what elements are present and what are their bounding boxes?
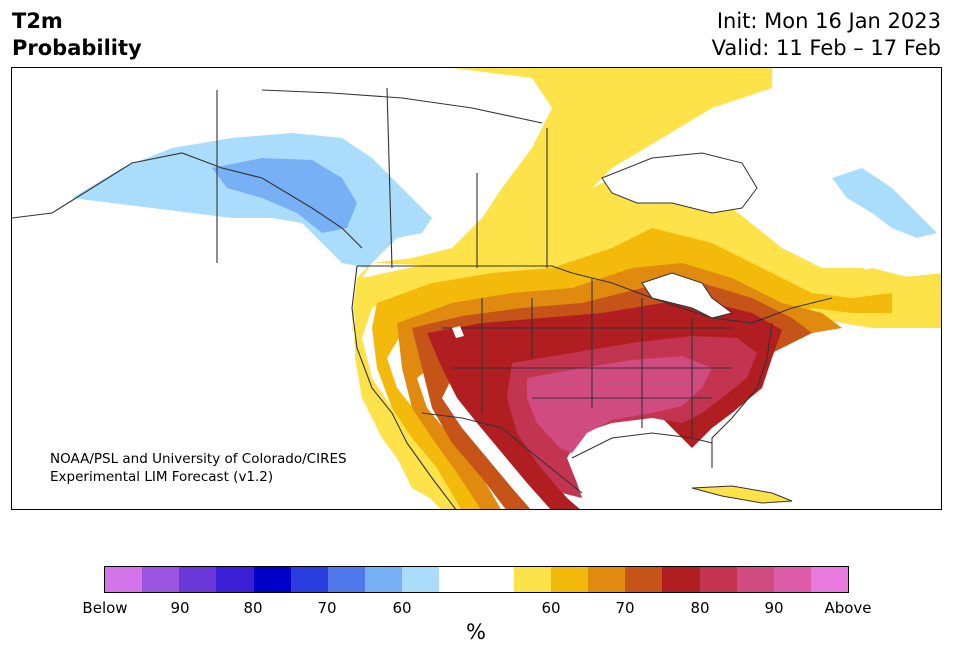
colorbar-label-below-70: 70 bbox=[317, 599, 337, 617]
colorbar-label-below-90: 90 bbox=[170, 599, 190, 617]
gulf-coast bbox=[571, 432, 713, 459]
colorbar-swatch-16 bbox=[699, 567, 737, 592]
warm-region-95 bbox=[527, 356, 712, 453]
colorbar-label-above-80: 80 bbox=[690, 599, 710, 617]
credit-text: NOAA/PSL and University of Colorado/CIRE… bbox=[50, 450, 347, 486]
colorbar-label-above-60: 60 bbox=[541, 599, 561, 617]
cuba bbox=[691, 485, 793, 504]
colorbar-swatch-17 bbox=[736, 567, 774, 592]
warm-region-60 bbox=[355, 168, 941, 509]
colorbar-swatch-4 bbox=[253, 567, 291, 592]
colorbar-unit: % bbox=[466, 620, 486, 644]
probability-map: NOAA/PSL and University of Colorado/CIRE… bbox=[11, 67, 942, 510]
colorbar-swatch-8 bbox=[402, 567, 440, 592]
forecast-dates: Init: Mon 16 Jan 2023 Valid: 11 Feb – 17… bbox=[712, 8, 941, 62]
colorbar-swatch-1 bbox=[142, 567, 180, 592]
boundaries bbox=[12, 87, 833, 509]
valid-date: Valid: 11 Feb – 17 Feb bbox=[711, 36, 941, 60]
colorbar-swatch-18 bbox=[773, 567, 811, 592]
colorbar-swatch-3 bbox=[216, 567, 254, 592]
colorbar-label-above: Above bbox=[824, 599, 872, 617]
init-date: Init: Mon 16 Jan 2023 bbox=[716, 9, 941, 33]
map-canvas bbox=[12, 68, 941, 509]
canada-provinces bbox=[216, 87, 548, 269]
title-line-2: Probability bbox=[12, 36, 142, 60]
colorbar-label-above-70: 70 bbox=[615, 599, 635, 617]
colorbar-swatch-5 bbox=[290, 567, 328, 592]
colorbar-label-above-90: 90 bbox=[764, 599, 784, 617]
west-coast bbox=[351, 265, 457, 509]
credit-line-1: NOAA/PSL and University of Colorado/CIRE… bbox=[50, 451, 347, 467]
us-mexico-border bbox=[421, 412, 583, 494]
colorbar-swatch-12 bbox=[550, 567, 589, 592]
cool-region-east bbox=[832, 168, 937, 238]
colorbar-swatch-0 bbox=[105, 567, 143, 592]
colorbar-swatch-9 bbox=[439, 567, 477, 592]
colorbar-label-below: Below bbox=[82, 599, 128, 617]
colorbar-swatch-10 bbox=[476, 567, 514, 592]
colorbar-swatch-15 bbox=[662, 567, 700, 592]
colorbar-swatch-13 bbox=[588, 567, 626, 592]
credit-line-2: Experimental LIM Forecast (v1.2) bbox=[50, 469, 274, 485]
cool-region-60 bbox=[72, 133, 432, 268]
great-salt-lake bbox=[452, 326, 464, 338]
hudson-bay bbox=[601, 152, 758, 214]
colorbar-label-below-60: 60 bbox=[392, 599, 412, 617]
colorbar-swatch-11 bbox=[513, 567, 551, 592]
colorbar-swatch-14 bbox=[625, 567, 663, 592]
colorbar-label-below-80: 80 bbox=[243, 599, 263, 617]
great-lakes bbox=[641, 272, 734, 319]
probability-colorbar bbox=[104, 566, 849, 593]
chart-title: T2m Probability bbox=[12, 8, 142, 62]
colorbar-swatch-2 bbox=[179, 567, 217, 592]
alaska-coast bbox=[12, 152, 363, 249]
title-line-1: T2m bbox=[12, 9, 63, 33]
state-lines bbox=[442, 278, 732, 438]
colorbar-swatch-6 bbox=[327, 567, 366, 592]
colorbar-swatch-19 bbox=[810, 567, 849, 592]
colorbar-swatch-7 bbox=[365, 567, 403, 592]
